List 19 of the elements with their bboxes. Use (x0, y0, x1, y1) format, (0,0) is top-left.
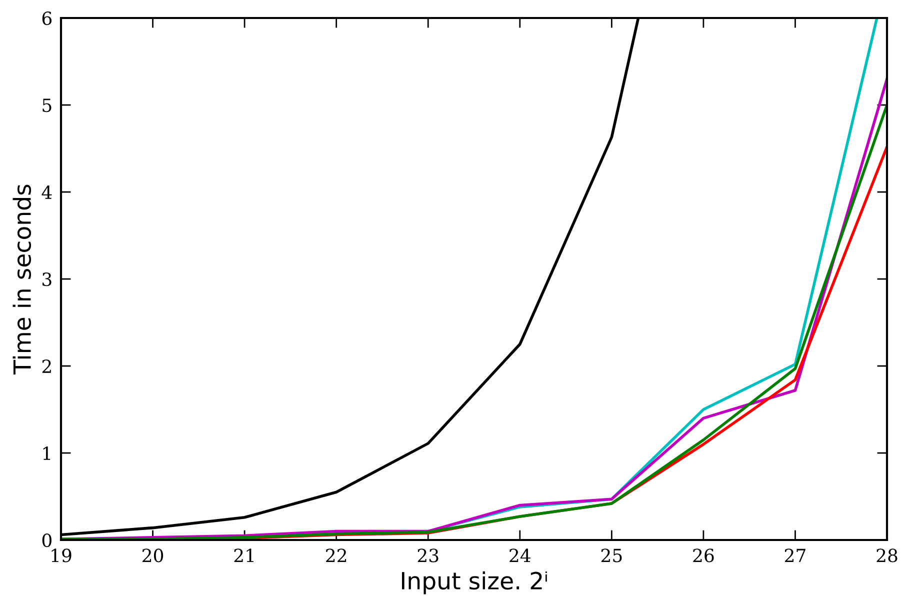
x-tick-label: 22 (326, 548, 346, 562)
x-tick-label: 28 (876, 548, 898, 562)
y-axis-title: Time in seconds (12, 184, 32, 374)
x-tick-label: 19 (52, 548, 72, 562)
y-tick-label: 1 (43, 446, 50, 460)
y-tick-label: 0 (42, 533, 52, 548)
x-tick-label: 21 (234, 548, 254, 562)
y-tick-label: 3 (42, 272, 52, 286)
y-tick-label: 6 (42, 11, 52, 26)
x-tick-label: 23 (418, 548, 438, 562)
x-tick-label: 24 (510, 548, 530, 562)
y-tick-label: 4 (42, 185, 52, 199)
y-tick-label: 5 (42, 98, 52, 112)
x-tick-label: 27 (784, 548, 806, 562)
x-axis-title: Input size. 2ⁱ (402, 571, 547, 594)
x-tick-label: 26 (693, 548, 714, 562)
y-tick-label: 2 (42, 359, 51, 373)
x-tick-label: 20 (142, 548, 164, 562)
x-tick-label: 25 (601, 548, 622, 562)
